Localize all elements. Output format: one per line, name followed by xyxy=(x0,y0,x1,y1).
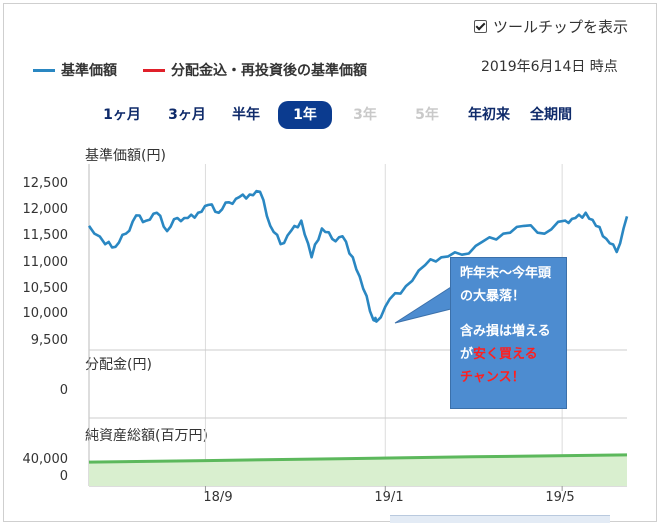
callout-annotation: 昨年末～今年頭 の大暴落！ 含み損は増える が安く買える チャンス！ xyxy=(450,257,567,409)
as-of-date: 2019年6月14日 時点 xyxy=(481,59,618,75)
period-all-button[interactable]: 全期間 xyxy=(530,107,572,123)
callout-pointer xyxy=(394,286,452,324)
legend-swatch-blue xyxy=(33,68,55,72)
callout-line-4-highlight: 安く買える xyxy=(473,347,538,362)
callout-line-2: の大暴落！ xyxy=(460,289,526,304)
legend-swatch-red xyxy=(143,68,165,72)
legend-label-nav: 基準価額 xyxy=(61,63,117,79)
tooltip-toggle-label: ツールチップを表示 xyxy=(493,18,629,36)
assets-area xyxy=(89,454,627,486)
assets-chart-title: 純資産総額(百万円) xyxy=(85,428,208,444)
y-tick-12500: 12,500 xyxy=(22,176,69,191)
tooltip-toggle[interactable]: ツールチップを表示 xyxy=(474,16,628,37)
y-tick-9500: 9,500 xyxy=(30,333,68,348)
nav-line xyxy=(87,189,629,323)
y-tick-10500: 10,500 xyxy=(22,281,69,296)
y-tick-distribution-0: 0 xyxy=(59,383,68,398)
legend-item-reinvested: 分配金込・再投資後の基準価額 xyxy=(143,60,367,80)
distribution-chart-title: 分配金(円) xyxy=(85,357,152,373)
x-tick-18-9: 18/9 xyxy=(203,490,233,505)
callout-line-4-prefix: が xyxy=(460,347,474,362)
assets-line xyxy=(88,453,628,464)
callout-line-5: チャンス！ xyxy=(460,370,525,385)
x-tick-19-1: 19/1 xyxy=(374,490,404,505)
period-ytd-button[interactable]: 年初来 xyxy=(468,107,510,123)
y-tick-assets-0: 0 xyxy=(59,469,68,484)
y-tick-12000: 12,000 xyxy=(22,202,69,217)
period-3-months-button[interactable]: 3ヶ月 xyxy=(168,107,206,123)
y-tick-11000: 11,000 xyxy=(22,255,69,270)
legend-item-nav: 基準価額 xyxy=(33,60,117,80)
callout-line-1: 昨年末～今年頭 xyxy=(460,266,552,281)
y-tick-40000: 40,000 xyxy=(22,452,69,467)
period-5-years-button: 5年 xyxy=(415,107,439,123)
callout-line-3: 含み損は増える xyxy=(460,324,551,339)
period-half-year-button[interactable]: 半年 xyxy=(232,107,260,123)
nav-chart-title: 基準価額(円) xyxy=(85,148,166,164)
period-1-month-button[interactable]: 1ヶ月 xyxy=(103,107,141,123)
y-tick-10000: 10,000 xyxy=(22,306,69,321)
checkbox-checked-icon[interactable] xyxy=(474,20,487,33)
legend-label-reinvested: 分配金込・再投資後の基準価額 xyxy=(171,63,367,79)
range-scrollbar[interactable] xyxy=(390,515,610,523)
period-3-years-button: 3年 xyxy=(353,107,377,123)
x-tick-19-5: 19/5 xyxy=(545,490,575,505)
period-1-year-button[interactable]: 1年 xyxy=(278,101,332,129)
y-tick-11500: 11,500 xyxy=(22,228,69,243)
